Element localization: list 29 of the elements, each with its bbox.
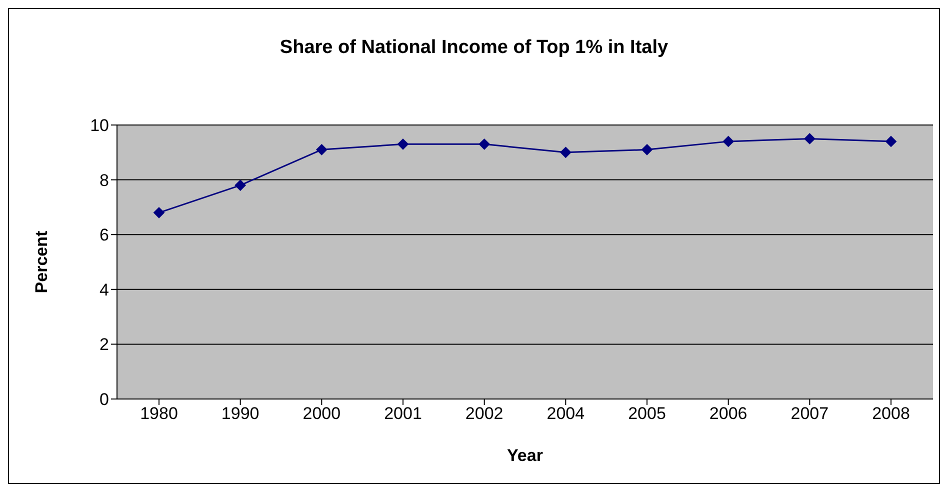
x-tick-label: 1990	[221, 404, 260, 424]
x-tick-label: 2002	[465, 404, 504, 424]
x-tick-label: 2007	[790, 404, 829, 424]
point	[642, 144, 652, 156]
chart-title: Share of National Income of Top 1% in Italy	[278, 37, 670, 59]
point	[316, 144, 328, 156]
point	[560, 146, 572, 158]
point	[398, 138, 408, 150]
point	[722, 136, 734, 147]
x-tick-label: 2005	[628, 404, 666, 424]
y-tick-label: 4	[100, 280, 109, 300]
y-tick-label: 6	[100, 226, 109, 245]
y-axis-title: Percent	[32, 230, 52, 294]
y-tick-label: 2	[100, 335, 109, 354]
x-tick-label: 2001	[384, 404, 422, 424]
x-axis-title: Year	[507, 446, 544, 465]
x-tick-label: 1980	[140, 404, 178, 424]
x-tick-label: 2000	[302, 404, 341, 424]
y-tick-label: 8	[100, 170, 109, 190]
y-tick-label: 0	[100, 390, 109, 410]
point	[154, 207, 164, 218]
point	[234, 180, 246, 191]
point	[478, 138, 490, 150]
point	[804, 133, 816, 144]
x-tick-label: 2008	[872, 404, 910, 424]
point	[886, 136, 896, 147]
x-tick-label: 2006	[709, 404, 748, 424]
y-tick-label: 10	[90, 116, 109, 136]
x-tick-label: 2004	[546, 404, 585, 424]
